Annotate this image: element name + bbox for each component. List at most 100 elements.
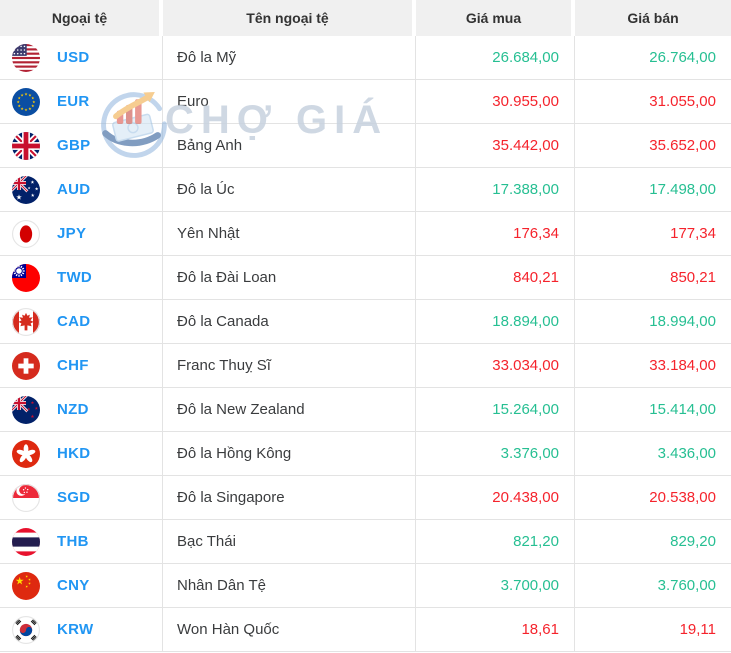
sell-price: 33.184,00 [649, 357, 716, 374]
sell-price-cell: 15.414,00 [575, 388, 731, 431]
sell-price: 3.436,00 [657, 445, 716, 462]
currency-cell: CAD [0, 300, 163, 343]
new-zealand-flag-icon [12, 395, 40, 424]
currency-cell: HKD [0, 432, 163, 475]
table-row: HKD Đô la Hồng Kông 3.376,00 3.436,00 [0, 432, 731, 476]
table-row: NZD Đô la New Zealand 15.264,00 15.414,00 [0, 388, 731, 432]
buy-price-cell: 17.388,00 [416, 168, 575, 211]
currency-cell: KRW [0, 608, 163, 651]
buy-price: 33.034,00 [492, 357, 559, 374]
currency-code-link[interactable]: USD [57, 49, 90, 66]
currency-name: Đô la Hồng Kông [163, 432, 416, 475]
currency-cell: USD [0, 36, 163, 79]
sell-price-cell: 829,20 [575, 520, 731, 563]
buy-price: 3.700,00 [500, 577, 559, 594]
table-row: THB Bạc Thái 821,20 829,20 [0, 520, 731, 564]
header-currency: Ngoại tệ [0, 0, 163, 36]
singapore-flag-icon [12, 483, 40, 512]
currency-cell: SGD [0, 476, 163, 519]
currency-cell: GBP [0, 124, 163, 167]
japan-flag-icon [12, 219, 40, 248]
buy-price: 18.894,00 [492, 313, 559, 330]
currency-name: Đô la Singapore [163, 476, 416, 519]
table-row: KRW Won Hàn Quốc 18,61 19,11 [0, 608, 731, 652]
currency-name: Đô la New Zealand [163, 388, 416, 431]
currency-code-link[interactable]: TWD [57, 269, 93, 286]
currency-cell: CHF [0, 344, 163, 387]
currency-name: Bạc Thái [163, 520, 416, 563]
buy-price: 15.264,00 [492, 401, 559, 418]
currency-cell: TWD [0, 256, 163, 299]
table-row: SGD Đô la Singapore 20.438,00 20.538,00 [0, 476, 731, 520]
currency-code-link[interactable]: THB [57, 533, 89, 550]
usa-flag-icon [12, 43, 40, 72]
buy-price-cell: 15.264,00 [416, 388, 575, 431]
sell-price-cell: 33.184,00 [575, 344, 731, 387]
table-row: JPY Yên Nhật 176,34 177,34 [0, 212, 731, 256]
buy-price: 840,21 [513, 269, 559, 286]
currency-code-link[interactable]: CNY [57, 577, 90, 594]
buy-price-cell: 35.442,00 [416, 124, 575, 167]
sell-price-cell: 17.498,00 [575, 168, 731, 211]
currency-code-link[interactable]: NZD [57, 401, 89, 418]
buy-price-cell: 30.955,00 [416, 80, 575, 123]
currency-cell: JPY [0, 212, 163, 255]
table-row: TWD Đô la Đài Loan 840,21 850,21 [0, 256, 731, 300]
currency-cell: NZD [0, 388, 163, 431]
table-row: CHF Franc Thuỵ Sĩ 33.034,00 33.184,00 [0, 344, 731, 388]
currency-cell: AUD [0, 168, 163, 211]
sell-price: 18.994,00 [649, 313, 716, 330]
table-row: EUR Euro 30.955,00 31.055,00 [0, 80, 731, 124]
sell-price-cell: 850,21 [575, 256, 731, 299]
currency-code-link[interactable]: JPY [57, 225, 87, 242]
header-currency-name: Tên ngoại tệ [163, 0, 416, 36]
sell-price-cell: 177,34 [575, 212, 731, 255]
currency-cell: EUR [0, 80, 163, 123]
eu-flag-icon [12, 87, 40, 116]
sell-price: 20.538,00 [649, 489, 716, 506]
currency-code-link[interactable]: CAD [57, 313, 91, 330]
sell-price: 35.652,00 [649, 137, 716, 154]
table-row: USD Đô la Mỹ 26.684,00 26.764,00 [0, 36, 731, 80]
buy-price-cell: 26.684,00 [416, 36, 575, 79]
sell-price: 15.414,00 [649, 401, 716, 418]
buy-price-cell: 33.034,00 [416, 344, 575, 387]
currency-cell: CNY [0, 564, 163, 607]
currency-name: Bảng Anh [163, 124, 416, 167]
sell-price: 19,11 [679, 621, 716, 638]
currency-name: Đô la Úc [163, 168, 416, 211]
currency-name: Yên Nhật [163, 212, 416, 255]
sell-price: 26.764,00 [649, 49, 716, 66]
currency-code-link[interactable]: KRW [57, 621, 94, 638]
buy-price: 821,20 [513, 533, 559, 550]
currency-name: Nhân Dân Tệ [163, 564, 416, 607]
rates-table-body: USD Đô la Mỹ 26.684,00 26.764,00 EUR Euro 30.9… [0, 36, 731, 652]
sell-price: 850,21 [670, 269, 716, 286]
uk-flag-icon [12, 131, 40, 160]
currency-name: Euro [163, 80, 416, 123]
currency-name: Won Hàn Quốc [163, 608, 416, 651]
currency-code-link[interactable]: CHF [57, 357, 89, 374]
taiwan-flag-icon [12, 263, 40, 292]
buy-price: 3.376,00 [500, 445, 559, 462]
currency-code-link[interactable]: AUD [57, 181, 91, 198]
sell-price: 829,20 [670, 533, 716, 550]
buy-price: 17.388,00 [492, 181, 559, 198]
table-row: GBP Bảng Anh 35.442,00 35.652,00 [0, 124, 731, 168]
currency-code-link[interactable]: HKD [57, 445, 91, 462]
buy-price-cell: 176,34 [416, 212, 575, 255]
currency-code-link[interactable]: GBP [57, 137, 91, 154]
sell-price: 17.498,00 [649, 181, 716, 198]
currency-code-link[interactable]: SGD [57, 489, 91, 506]
sell-price-cell: 19,11 [575, 608, 731, 651]
buy-price: 20.438,00 [492, 489, 559, 506]
currency-code-link[interactable]: EUR [57, 93, 90, 110]
currency-name: Đô la Đài Loan [163, 256, 416, 299]
south-korea-flag-icon [12, 615, 40, 644]
currency-name: Franc Thuỵ Sĩ [163, 344, 416, 387]
buy-price: 26.684,00 [492, 49, 559, 66]
sell-price: 3.760,00 [657, 577, 716, 594]
table-row: CNY Nhân Dân Tệ 3.700,00 3.760,00 [0, 564, 731, 608]
